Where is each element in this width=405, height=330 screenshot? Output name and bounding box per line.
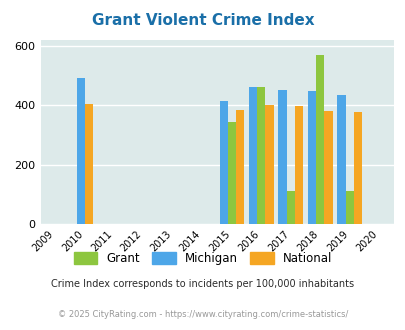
Bar [286, 191, 294, 224]
Bar [278, 90, 286, 224]
Text: Crime Index corresponds to incidents per 100,000 inhabitants: Crime Index corresponds to incidents per… [51, 279, 354, 289]
Bar [345, 191, 353, 224]
Bar [307, 90, 315, 224]
Bar [337, 95, 345, 224]
Legend: Grant, Michigan, National: Grant, Michigan, National [69, 247, 336, 269]
Bar [248, 87, 257, 224]
Bar [294, 106, 303, 224]
Text: © 2025 CityRating.com - https://www.cityrating.com/crime-statistics/: © 2025 CityRating.com - https://www.city… [58, 310, 347, 319]
Bar [227, 121, 235, 224]
Bar [219, 101, 227, 224]
Bar [315, 55, 324, 224]
Bar [324, 111, 332, 224]
Bar [235, 110, 244, 224]
Bar [85, 104, 93, 224]
Bar [265, 105, 273, 224]
Bar [353, 112, 361, 224]
Bar [257, 87, 265, 224]
Bar [76, 78, 85, 224]
Text: Grant Violent Crime Index: Grant Violent Crime Index [92, 13, 313, 28]
